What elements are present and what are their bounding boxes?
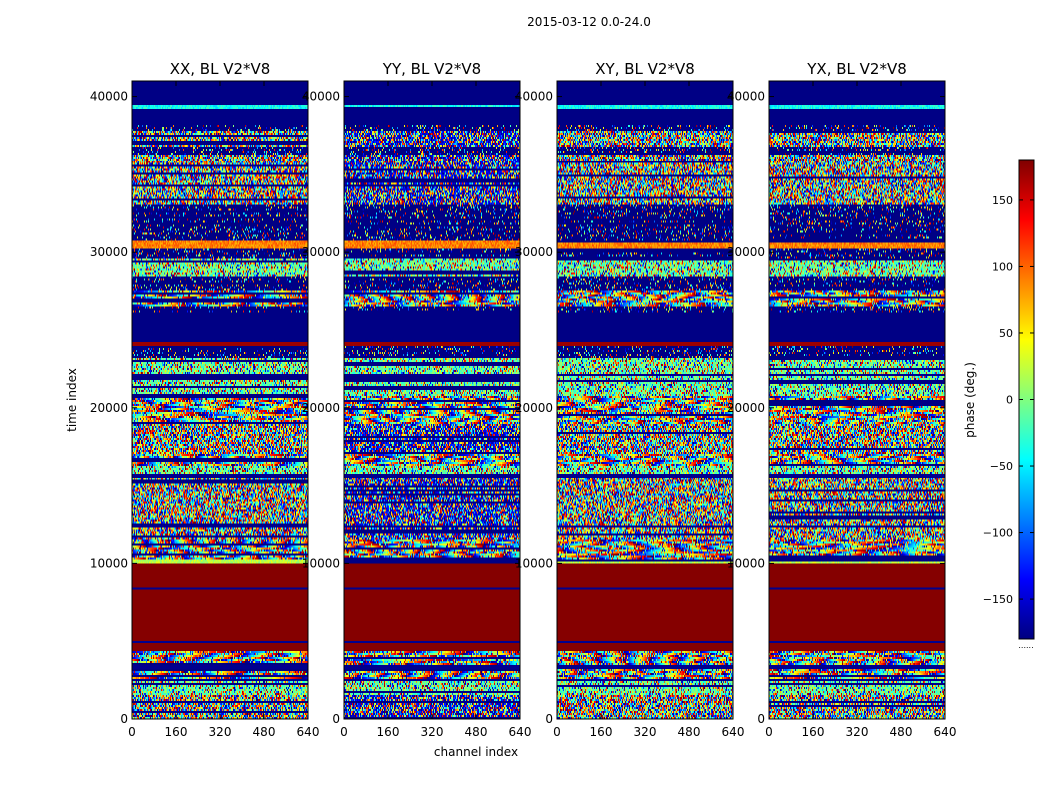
colorbar-label: phase (deg.)	[963, 362, 977, 438]
figure-title: 2015-03-12 0.0-24.0	[527, 15, 651, 29]
x-tick-label: 320	[634, 725, 657, 739]
colorbar-under-marker: ......	[1018, 641, 1033, 650]
x-tick-label: 320	[209, 725, 232, 739]
y-tick-label: 10000	[302, 556, 340, 570]
y-tick-label: 20000	[727, 401, 765, 415]
x-tick-label: 480	[465, 725, 488, 739]
x-tick-label: 640	[722, 725, 745, 739]
panel-2: XY, BL V2*V8 0 160 320 480 640 0 10000 20000 3000…	[515, 60, 745, 739]
x-tick-label: 640	[297, 725, 320, 739]
panel-1: YY, BL V2*V8 0 160 320 480 640 0 10000 20000 3000…	[302, 60, 532, 739]
colorbar-tick-label: −50	[990, 460, 1013, 473]
colorbar-tick-label: 0	[1006, 394, 1013, 407]
y-tick-label: 10000	[515, 556, 553, 570]
y-tick-label: 10000	[727, 556, 765, 570]
x-tick-label: 320	[421, 725, 444, 739]
panels: XX, BL V2*V8 0 160 320 480 640 0 10000 20000 3000…	[90, 60, 957, 739]
y-tick-label: 0	[757, 712, 765, 726]
y-tick-label: 20000	[90, 401, 128, 415]
y-tick-label: 30000	[515, 245, 553, 259]
y-tick-label: 20000	[302, 401, 340, 415]
y-tick-label: 40000	[515, 90, 553, 104]
colorbar: −150 −100 −50 0 50 100 150	[983, 159, 1035, 640]
y-tick-label: 30000	[302, 245, 340, 259]
colorbar-tick-label: 100	[992, 260, 1013, 273]
panel-0: XX, BL V2*V8 0 160 320 480 640 0 10000 20000 3000…	[90, 60, 320, 739]
y-tick-label: 10000	[90, 556, 128, 570]
phase-heatmap-2	[557, 81, 733, 719]
x-tick-label: 0	[128, 725, 136, 739]
x-tick-label: 320	[846, 725, 869, 739]
x-tick-label: 0	[340, 725, 348, 739]
x-tick-label: 0	[553, 725, 561, 739]
panel-title-3: YX, BL V2*V8	[806, 60, 907, 78]
phase-heatmap-3	[769, 81, 945, 719]
y-tick-label: 20000	[515, 401, 553, 415]
panel-title-2: XY, BL V2*V8	[595, 60, 695, 78]
y-tick-label: 30000	[90, 245, 128, 259]
y-tick-label: 40000	[302, 90, 340, 104]
colorbar-tick-label: −100	[983, 527, 1013, 540]
y-tick-label: 40000	[727, 90, 765, 104]
colorbar-tick-label: 50	[999, 327, 1013, 340]
panel-3: YX, BL V2*V8 0 160 320 480 640 0 10000 20000 3000…	[727, 60, 957, 739]
y-tick-label: 0	[120, 712, 128, 726]
x-tick-label: 640	[509, 725, 532, 739]
colorbar-tick-label: 150	[992, 194, 1013, 207]
panel-title-1: YY, BL V2*V8	[382, 60, 481, 78]
y-tick-label: 40000	[90, 90, 128, 104]
x-tick-label: 0	[765, 725, 773, 739]
x-tick-label: 160	[590, 725, 613, 739]
x-tick-label: 480	[890, 725, 913, 739]
phase-heatmap-1	[344, 81, 520, 719]
phase-heatmap-0	[132, 81, 308, 719]
panel-title-0: XX, BL V2*V8	[170, 60, 271, 78]
x-tick-label: 640	[934, 725, 957, 739]
y-tick-label: 30000	[727, 245, 765, 259]
y-tick-label: 0	[332, 712, 340, 726]
x-tick-label: 160	[377, 725, 400, 739]
x-tick-label: 160	[802, 725, 825, 739]
x-tick-label: 480	[678, 725, 701, 739]
y-tick-label: 0	[545, 712, 553, 726]
x-tick-label: 480	[253, 725, 276, 739]
x-axis-label: channel index	[434, 745, 518, 759]
x-tick-label: 160	[165, 725, 188, 739]
y-axis-label: time index	[65, 368, 79, 432]
colorbar-tick-label: −150	[983, 593, 1013, 606]
